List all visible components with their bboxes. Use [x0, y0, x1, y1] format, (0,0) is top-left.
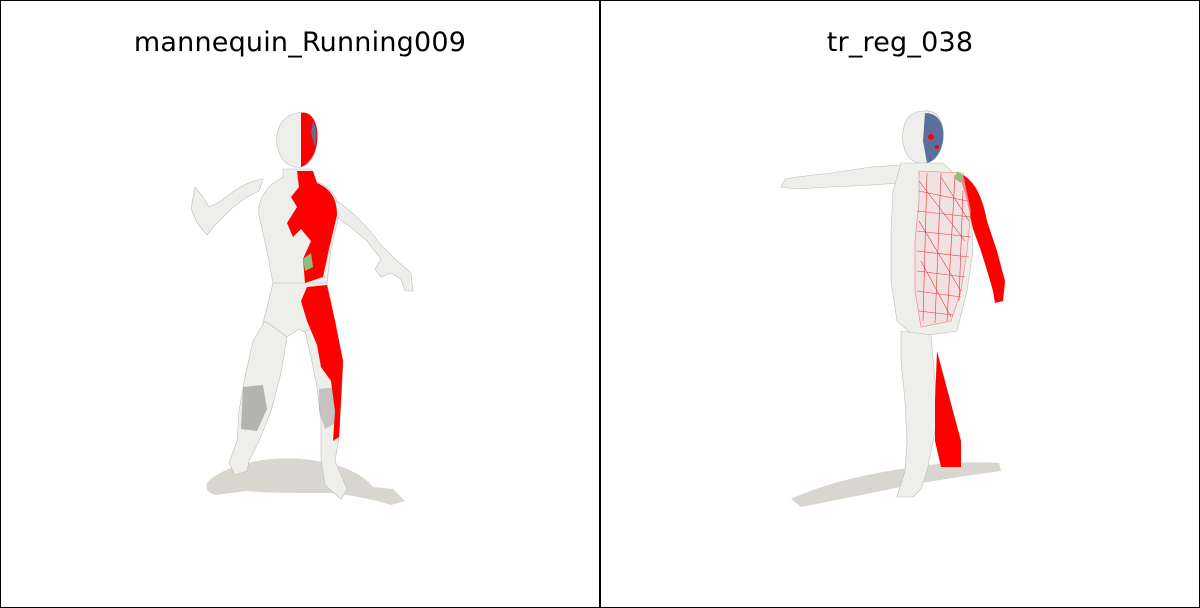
green-accent: [303, 253, 313, 271]
green-accent: [955, 171, 963, 183]
scan-figure: [780, 110, 1005, 507]
right-panel: tr_reg_038: [601, 1, 1199, 607]
mesh-body: [190, 112, 414, 500]
highlight-leg: [935, 351, 961, 467]
figure-shadow: [791, 462, 1001, 507]
panel-divider: [599, 1, 601, 607]
head-red-spot: [928, 134, 934, 140]
head-red-spot: [935, 145, 939, 149]
wireframe-region: [914, 170, 972, 328]
highlight-arm: [959, 173, 1005, 303]
panel-title-left: mannequin_Running009: [133, 27, 467, 58]
leg-shading: [241, 385, 267, 431]
panel-title-right: tr_reg_038: [826, 27, 974, 58]
left-panel: mannequin_Running009: [1, 1, 599, 607]
figure-shadow: [206, 458, 405, 505]
highlight-region: [287, 112, 343, 441]
mannequin-figure: [190, 112, 414, 505]
head-blue-patch: [311, 121, 317, 147]
